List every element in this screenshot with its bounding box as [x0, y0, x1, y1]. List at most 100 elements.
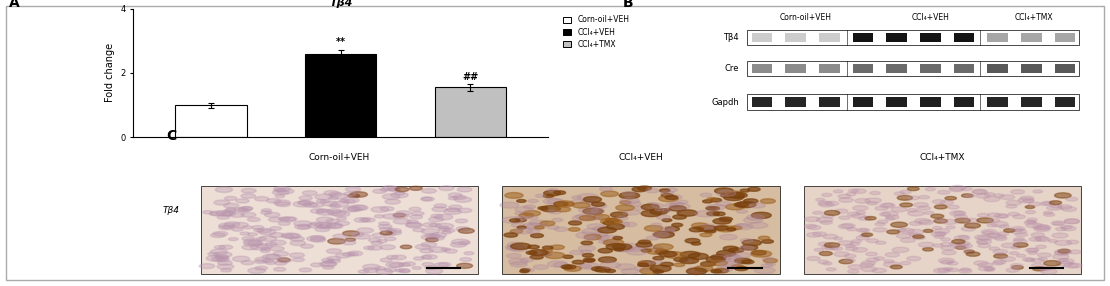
Circle shape [582, 229, 602, 235]
Circle shape [369, 238, 381, 242]
Circle shape [329, 196, 339, 200]
Circle shape [393, 219, 411, 224]
Circle shape [1020, 196, 1033, 200]
Circle shape [598, 227, 616, 233]
Circle shape [261, 250, 270, 253]
Circle shape [215, 187, 233, 192]
Circle shape [380, 188, 390, 191]
Bar [819, 33, 839, 42]
Circle shape [350, 192, 367, 197]
Circle shape [254, 196, 269, 201]
Circle shape [379, 222, 390, 225]
Circle shape [859, 217, 871, 221]
Circle shape [324, 190, 339, 195]
Circle shape [531, 255, 543, 259]
Circle shape [259, 229, 276, 235]
Circle shape [838, 241, 852, 245]
Circle shape [316, 209, 329, 213]
Bar [987, 33, 1008, 42]
Circle shape [581, 250, 592, 254]
Circle shape [744, 199, 758, 203]
Circle shape [552, 218, 563, 222]
Circle shape [380, 245, 395, 250]
Circle shape [307, 223, 322, 228]
Circle shape [1011, 229, 1027, 234]
Circle shape [707, 204, 725, 210]
Circle shape [955, 235, 970, 240]
Circle shape [542, 253, 551, 256]
Bar [886, 33, 907, 42]
Circle shape [1031, 259, 1045, 263]
Circle shape [515, 216, 528, 220]
Circle shape [601, 235, 622, 242]
Circle shape [265, 261, 276, 265]
Circle shape [1036, 245, 1047, 249]
Circle shape [652, 261, 663, 264]
Circle shape [961, 227, 976, 231]
Circle shape [517, 226, 526, 229]
Circle shape [224, 222, 240, 227]
Circle shape [511, 262, 527, 267]
Circle shape [1036, 237, 1050, 242]
Circle shape [390, 263, 404, 267]
Circle shape [947, 262, 958, 265]
Circle shape [248, 268, 265, 273]
Circle shape [261, 211, 272, 214]
Circle shape [248, 217, 260, 222]
Circle shape [1033, 225, 1049, 230]
Circle shape [813, 211, 823, 214]
Circle shape [948, 268, 959, 272]
Circle shape [1031, 263, 1045, 267]
Circle shape [665, 188, 677, 192]
Circle shape [713, 219, 731, 224]
Bar [751, 98, 773, 107]
Circle shape [909, 222, 921, 225]
Circle shape [951, 239, 965, 244]
Circle shape [983, 267, 995, 270]
Circle shape [852, 206, 868, 210]
Circle shape [914, 202, 928, 207]
Circle shape [838, 194, 850, 198]
Circle shape [592, 209, 605, 213]
Circle shape [867, 202, 878, 205]
Circle shape [297, 225, 310, 229]
Circle shape [710, 256, 730, 262]
Circle shape [865, 198, 881, 203]
Circle shape [554, 262, 568, 267]
Circle shape [279, 222, 290, 225]
Circle shape [940, 242, 953, 246]
Circle shape [714, 226, 728, 230]
Circle shape [241, 194, 255, 198]
Circle shape [715, 268, 728, 273]
Circle shape [949, 185, 966, 190]
Circle shape [306, 236, 324, 241]
Circle shape [464, 252, 474, 255]
Circle shape [448, 197, 457, 200]
Circle shape [886, 217, 895, 220]
Circle shape [993, 249, 1008, 254]
Circle shape [371, 207, 388, 212]
Circle shape [211, 233, 225, 237]
Circle shape [915, 219, 931, 224]
Circle shape [692, 242, 700, 245]
Circle shape [874, 257, 885, 260]
Circle shape [978, 213, 989, 217]
Circle shape [505, 192, 523, 198]
Circle shape [422, 263, 434, 266]
Circle shape [695, 266, 713, 271]
Circle shape [660, 191, 674, 195]
Circle shape [393, 213, 408, 218]
Circle shape [622, 243, 638, 249]
Circle shape [329, 259, 341, 263]
Circle shape [342, 197, 360, 203]
Circle shape [761, 264, 773, 267]
Circle shape [430, 247, 447, 253]
Circle shape [598, 240, 608, 243]
Circle shape [211, 257, 226, 262]
Text: CCl₄+TMX: CCl₄+TMX [1015, 13, 1053, 22]
Circle shape [613, 244, 632, 250]
Circle shape [545, 252, 565, 259]
Circle shape [425, 234, 440, 239]
Bar [920, 98, 940, 107]
Circle shape [1009, 252, 1019, 255]
